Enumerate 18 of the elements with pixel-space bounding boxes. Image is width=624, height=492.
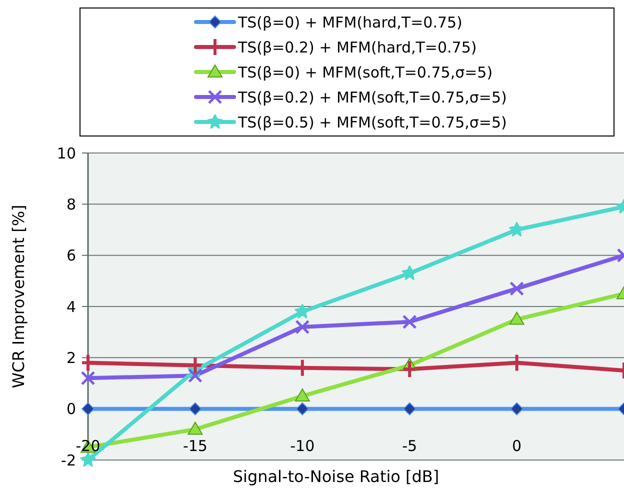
y-tick-label: 0 bbox=[66, 400, 76, 418]
y-tick-label: 6 bbox=[66, 246, 76, 265]
legend-label: TS(β=0.2) + MFM(hard,T=0.75) bbox=[237, 38, 477, 56]
x-tick-label: 0 bbox=[512, 436, 522, 455]
y-tick-label: 8 bbox=[66, 195, 76, 214]
legend-label: TS(β=0) + MFM(hard,T=0.75) bbox=[237, 13, 462, 32]
x-tick-label: -5 bbox=[402, 436, 418, 455]
y-axis-title: WCR Improvement [%] bbox=[9, 204, 28, 388]
y-tick-label: 2 bbox=[66, 348, 76, 367]
legend-label: TS(β=0.2) + MFM(soft,T=0.75,σ=5) bbox=[237, 88, 507, 106]
legend-label: TS(β=0) + MFM(soft,T=0.75,σ=5) bbox=[237, 63, 493, 82]
legend-label: TS(β=0.5) + MFM(soft,T=0.75,σ=5) bbox=[237, 113, 507, 132]
x-tick-label: -10 bbox=[290, 436, 315, 455]
y-tick-label: 10 bbox=[56, 144, 76, 162]
y-tick-label: -2 bbox=[61, 451, 76, 470]
y-tick-label: 4 bbox=[66, 298, 76, 316]
x-axis-title: Signal-to-Noise Ratio [dB] bbox=[232, 467, 440, 486]
x-tick-label: -15 bbox=[182, 436, 208, 455]
